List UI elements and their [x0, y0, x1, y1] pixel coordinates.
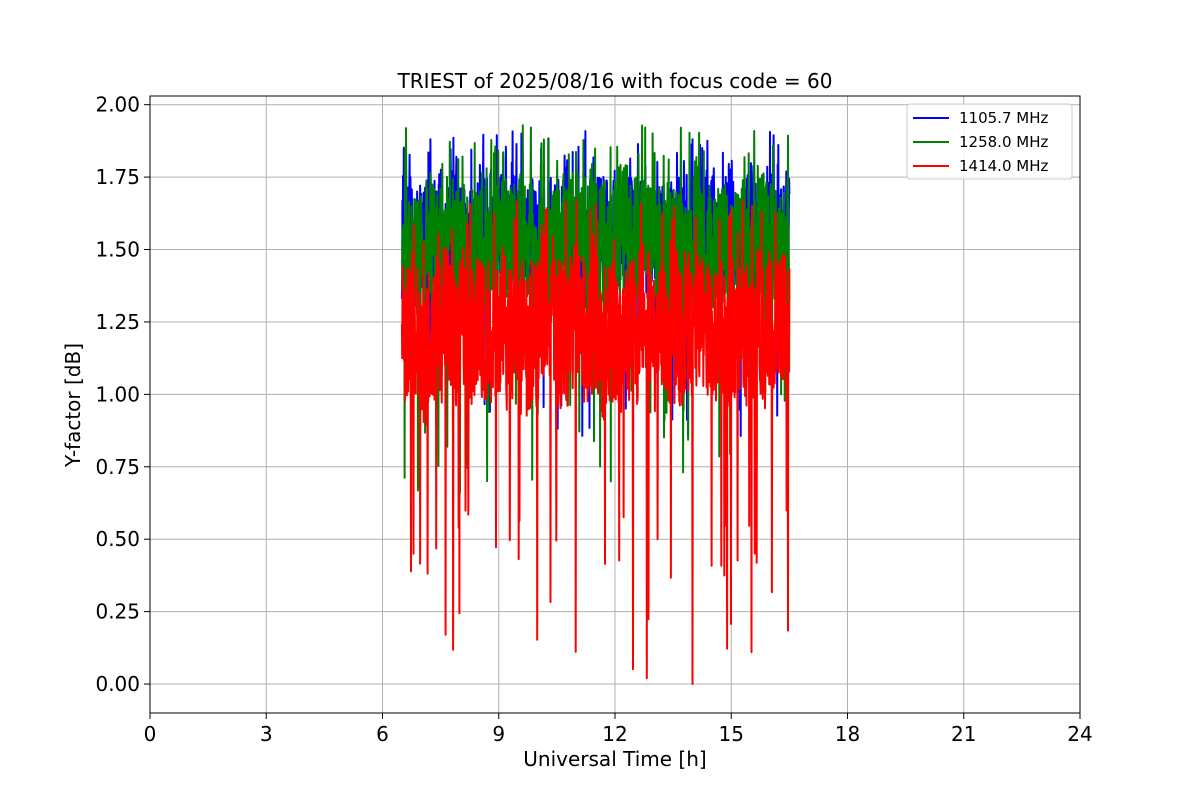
- y-axis-label: Y-factor [dB]: [61, 343, 85, 468]
- legend-entry: 1105.7 MHz: [959, 109, 1048, 127]
- x-tick-label: 24: [1067, 722, 1092, 746]
- x-axis-label: Universal Time [h]: [523, 747, 706, 771]
- y-tick-label: 1.00: [95, 382, 140, 406]
- x-tick-label: 12: [602, 722, 627, 746]
- y-axis: 0.00 0.25 0.50 0.75 1.00 1.25 1.50 1.75 2.00: [95, 93, 150, 696]
- legend-box: [906, 103, 1073, 180]
- series-line: [400, 198, 791, 685]
- y-tick-label: 2.00: [95, 93, 140, 117]
- y-tick-label: 1.75: [95, 165, 140, 189]
- y-tick-label: 0.00: [95, 672, 140, 696]
- y-tick-label: 1.50: [95, 238, 140, 262]
- x-tick-label: 18: [835, 722, 860, 746]
- series-layer: [400, 124, 791, 685]
- y-tick-label: 1.25: [95, 310, 140, 334]
- y-tick-label: 0.75: [95, 455, 140, 479]
- legend-entry: 1414.0 MHz: [959, 157, 1048, 175]
- x-tick-label: 3: [260, 722, 273, 746]
- legend: 1105.7 MHz 1258.0 MHz 1414.0 MHz: [906, 103, 1073, 180]
- legend-entry: 1258.0 MHz: [959, 133, 1048, 151]
- y-tick-label: 0.50: [95, 527, 140, 551]
- x-tick-label: 9: [492, 722, 505, 746]
- chart-title: TRIEST of 2025/08/16 with focus code = 6…: [397, 69, 833, 93]
- y-tick-label: 0.25: [95, 600, 140, 624]
- x-tick-label: 15: [719, 722, 744, 746]
- x-tick-label: 0: [144, 722, 157, 746]
- x-tick-label: 6: [376, 722, 389, 746]
- x-axis: 0 3 6 9 12 15 18 21 24: [144, 713, 1093, 746]
- x-tick-label: 21: [951, 722, 976, 746]
